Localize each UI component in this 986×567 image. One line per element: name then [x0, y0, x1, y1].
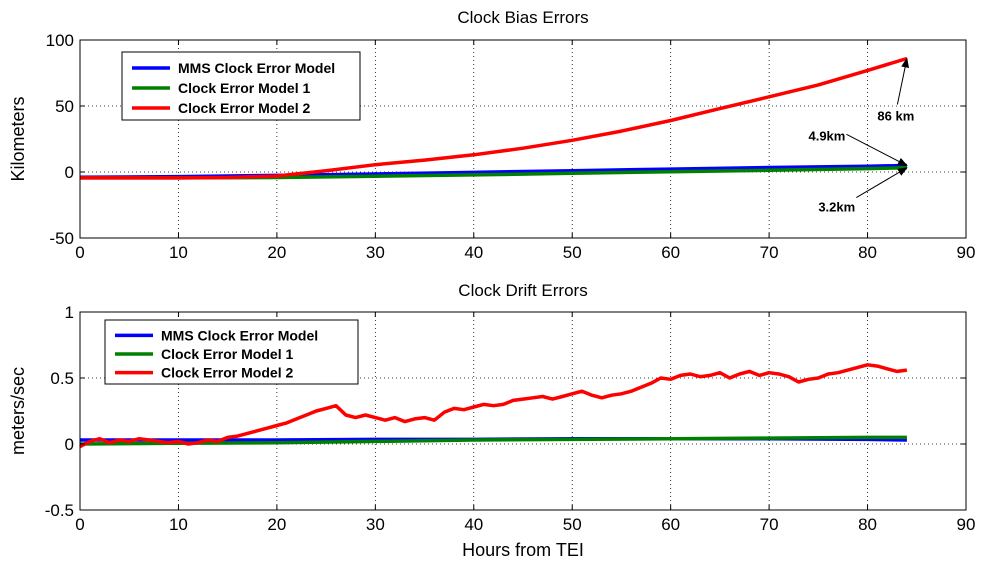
x-axis-label: Hours from TEI: [462, 540, 584, 560]
series-line-3: [80, 56, 908, 180]
annotation-text: 4.9km: [808, 128, 845, 143]
annotation-arrow: [846, 133, 908, 166]
legend-label-2: Clock Error Model 1: [161, 346, 293, 362]
x-tick-label: 20: [267, 515, 286, 534]
x-tick-label: 90: [957, 515, 976, 534]
y-tick-label: 0.5: [50, 369, 74, 388]
legend-label-1: MMS Clock Error Model: [161, 327, 318, 343]
x-tick-label: 50: [563, 243, 582, 262]
x-tick-label: 70: [760, 515, 779, 534]
y-tick-label: 50: [55, 97, 74, 116]
annotation-3: 3.2km: [818, 167, 908, 215]
annotation-arrow: [856, 167, 908, 199]
y-tick-label: 100: [46, 31, 74, 50]
legend-label-1: MMS Clock Error Model: [178, 60, 335, 76]
y-tick-label: -0.5: [45, 501, 74, 520]
chart-title: Clock Bias Errors: [457, 8, 588, 27]
legend: MMS Clock Error Model Clock Error Model 1…: [104, 319, 359, 385]
legend: MMS Clock Error Model Clock Error Model 1…: [121, 51, 361, 121]
annotation-2: 4.9km: [808, 128, 908, 166]
x-tick-label: 30: [366, 515, 385, 534]
x-tick-label: 80: [858, 515, 877, 534]
y-tick-label: 0: [65, 163, 74, 182]
x-tick-label: 90: [957, 243, 976, 262]
x-tick-label: 80: [858, 243, 877, 262]
x-tick-label: 20: [267, 243, 286, 262]
x-tick-label: 70: [760, 243, 779, 262]
legend-label-2: Clock Error Model 1: [178, 80, 310, 96]
x-tick-label: 10: [169, 515, 188, 534]
legend-box: [121, 51, 361, 121]
series-line-2: [79, 435, 907, 446]
chart-title: Clock Drift Errors: [458, 281, 587, 300]
annotation-arrow: [896, 57, 910, 105]
x-tick-label: 40: [464, 515, 483, 534]
annotation-text: 86 km: [877, 109, 914, 124]
x-tick-label: 0: [75, 243, 84, 262]
axes-frame: [79, 311, 967, 511]
y-tick-label: 0: [65, 435, 74, 454]
series-line-3: [79, 363, 908, 449]
y-tick-label: 1: [65, 303, 74, 322]
x-tick-label: 60: [661, 243, 680, 262]
x-tick-label: 10: [169, 243, 188, 262]
x-tick-label: 60: [661, 515, 680, 534]
legend-label-3: Clock Error Model 2: [178, 100, 310, 116]
y-axis-label: Kilometers: [8, 96, 28, 181]
y-axis-label: meters/sec: [8, 367, 28, 455]
legend-label-3: Clock Error Model 2: [161, 365, 293, 381]
axes-frame: [79, 39, 967, 239]
x-tick-label: 50: [563, 515, 582, 534]
x-tick-label: 0: [75, 515, 84, 534]
annotation-1: 86 km: [877, 57, 914, 124]
annotation-text: 3.2km: [818, 200, 855, 215]
y-tick-label: -50: [49, 229, 74, 248]
x-tick-label: 40: [464, 243, 483, 262]
x-tick-label: 30: [366, 243, 385, 262]
